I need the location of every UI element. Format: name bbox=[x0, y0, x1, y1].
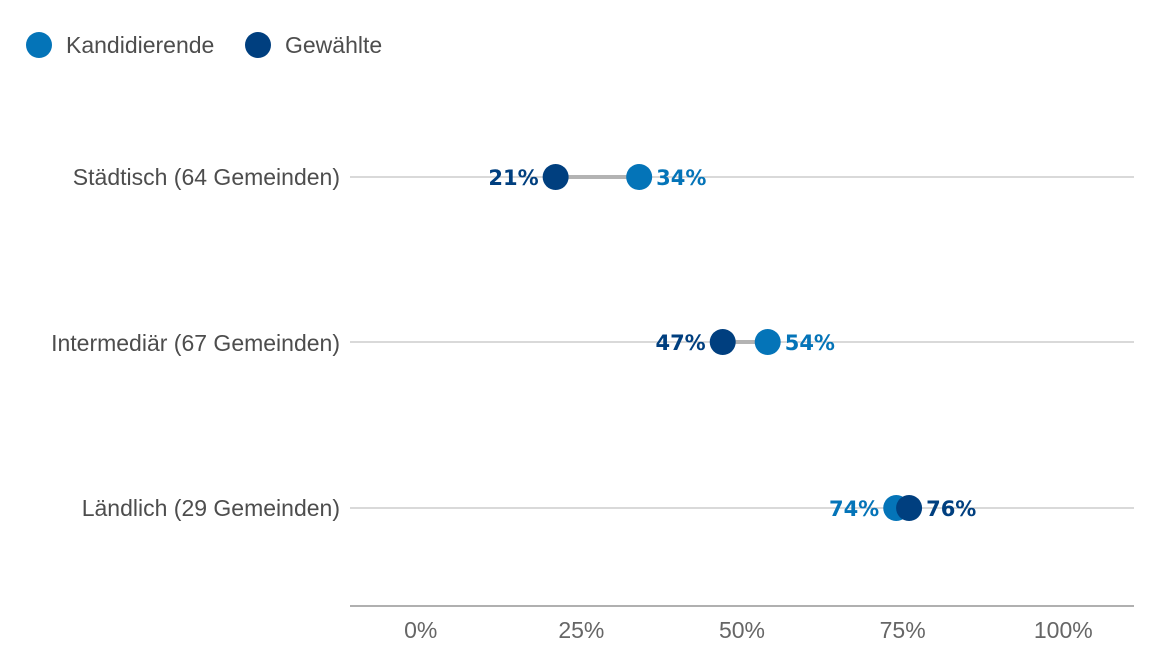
legend-label-kandidierende: Kandidierende bbox=[66, 32, 214, 58]
data-label: 54% bbox=[785, 331, 835, 355]
legend-label-gewaehlte: Gewählte bbox=[285, 32, 382, 58]
data-label: 47% bbox=[655, 331, 705, 355]
legend-marker-kandidierende bbox=[26, 32, 52, 58]
x-tick-label: 0% bbox=[404, 617, 437, 643]
legend: Kandidierende Gewählte bbox=[26, 32, 382, 58]
category-label-laendlich: Ländlich (29 Gemeinden) bbox=[82, 495, 340, 521]
point-gewaehlte bbox=[542, 164, 569, 190]
data-label: 34% bbox=[656, 166, 706, 190]
data-label: 74% bbox=[829, 497, 879, 521]
point-gewaehlte bbox=[709, 329, 736, 355]
x-tick-label: 100% bbox=[1034, 617, 1093, 643]
category-label-intermediaer: Intermediär (67 Gemeinden) bbox=[51, 330, 340, 356]
point-gewaehlte bbox=[896, 495, 923, 521]
point-kandidierende bbox=[754, 329, 781, 355]
x-tick-label: 25% bbox=[558, 617, 604, 643]
category-labels: Städtisch (64 Gemeinden) Intermediär (67… bbox=[51, 164, 340, 521]
plot-area: 21% 34% 47% 54% 74% 76% bbox=[350, 164, 1134, 521]
data-label: 21% bbox=[488, 166, 538, 190]
point-kandidierende bbox=[626, 164, 653, 190]
x-axis: 0% 25% 50% 75% 100% bbox=[350, 605, 1134, 643]
legend-marker-gewaehlte bbox=[245, 32, 271, 58]
category-label-staedtisch: Städtisch (64 Gemeinden) bbox=[73, 164, 340, 190]
data-label: 76% bbox=[926, 497, 976, 521]
x-tick-label: 75% bbox=[880, 617, 926, 643]
x-tick-label: 50% bbox=[719, 617, 765, 643]
